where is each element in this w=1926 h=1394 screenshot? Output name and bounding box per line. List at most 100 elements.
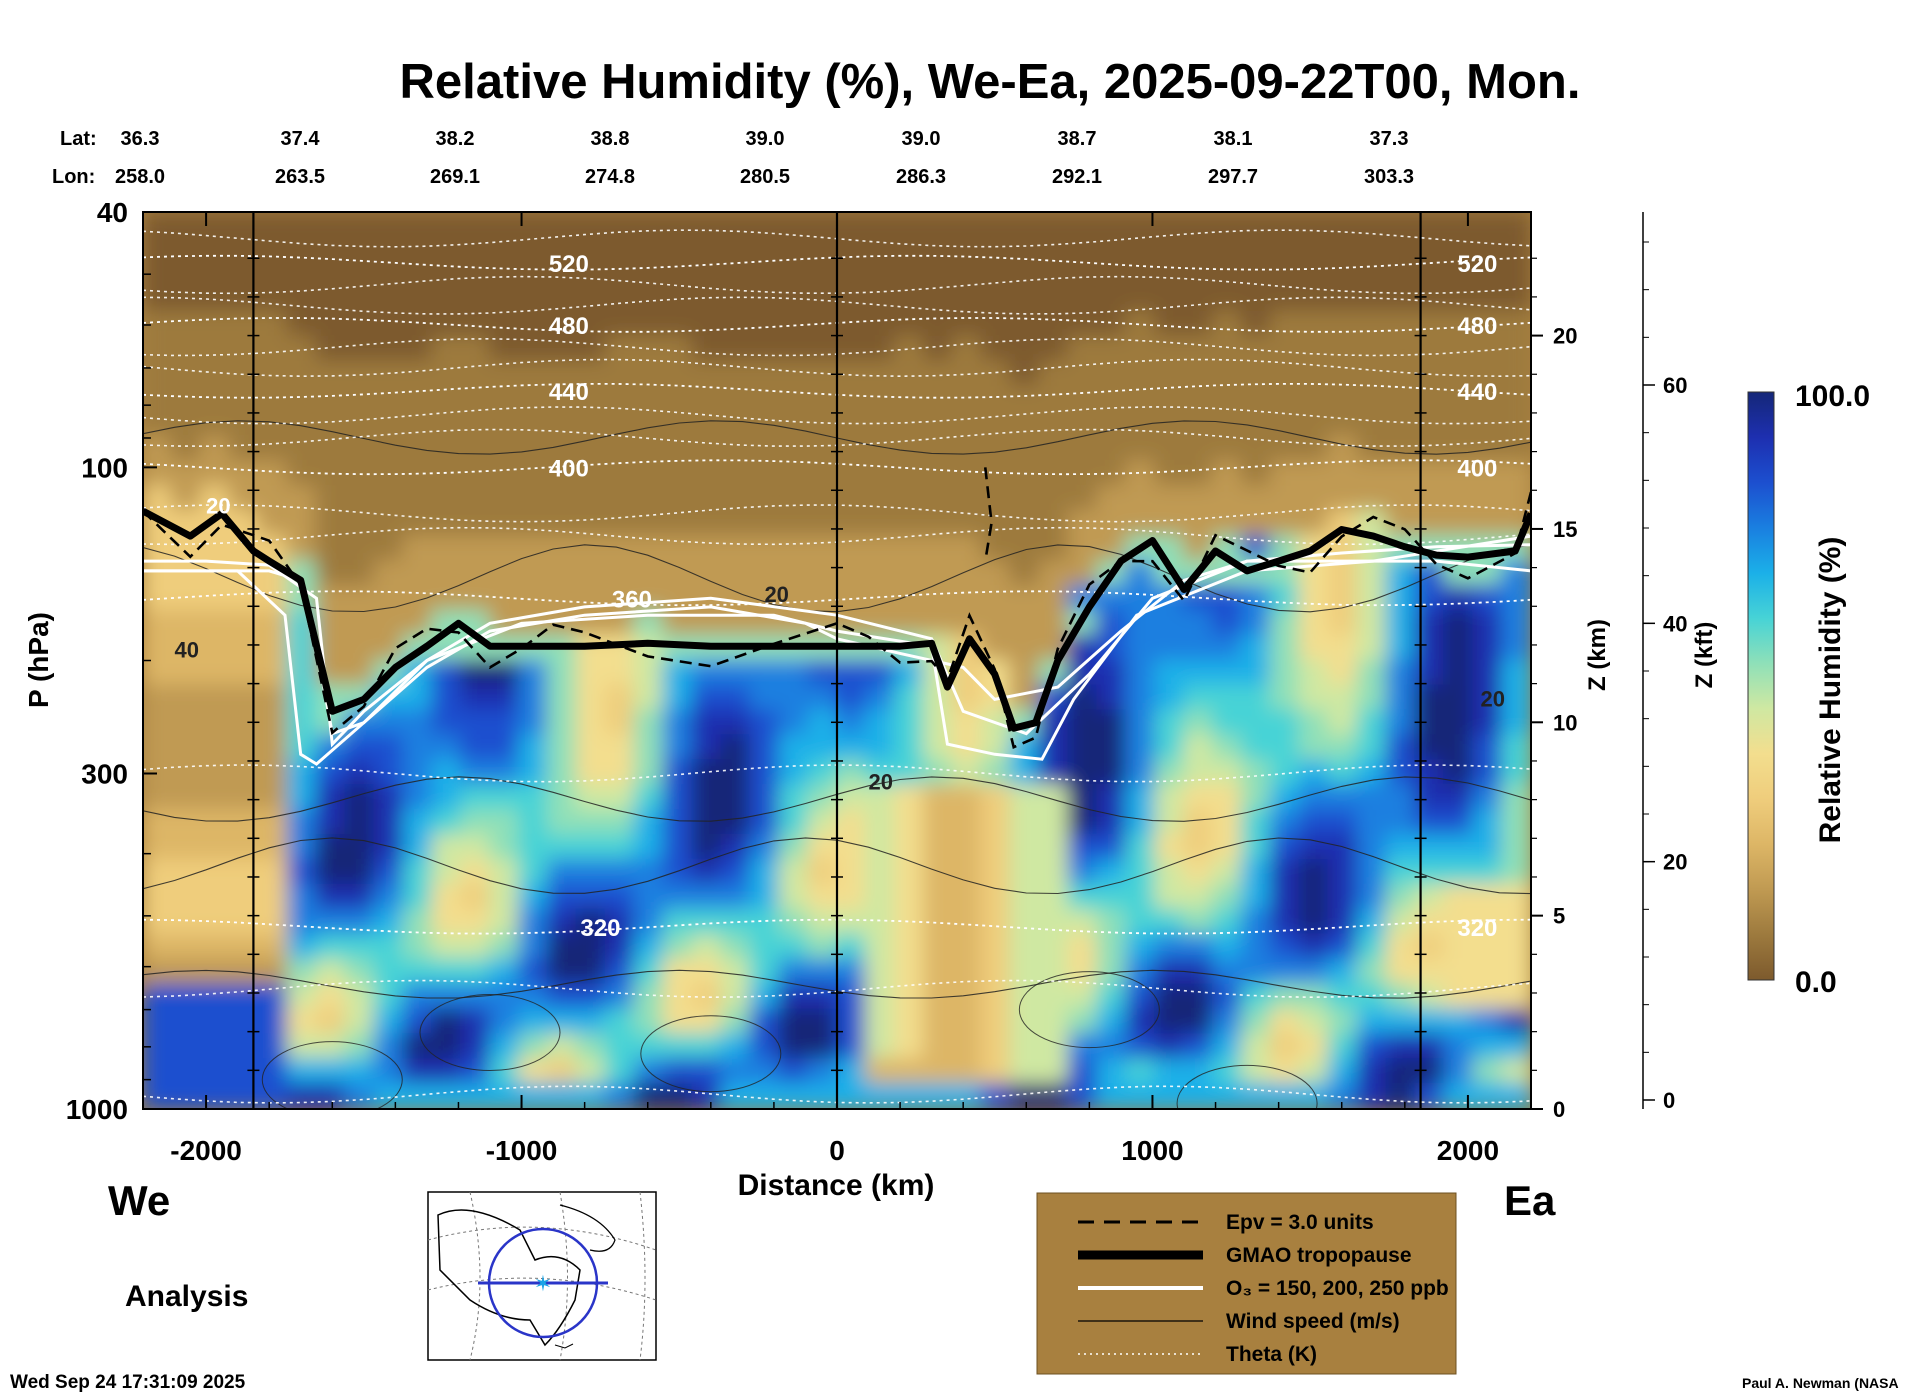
heatmap-cell xyxy=(1096,784,1128,811)
heatmap-cell xyxy=(1356,659,1388,687)
heatmap-cell xyxy=(517,260,549,288)
heatmap-cell xyxy=(1183,983,1214,1011)
heatmap-cell xyxy=(1240,784,1272,811)
heatmap-cell xyxy=(1443,360,1475,388)
heatmap-cell xyxy=(228,1058,260,1086)
heatmap-cell xyxy=(1269,1033,1301,1061)
heatmap-cell xyxy=(489,734,520,762)
heatmap-cell xyxy=(1240,634,1272,662)
heatmap-cell xyxy=(373,1008,405,1036)
heatmap-cell xyxy=(1327,634,1359,662)
heatmap-cell xyxy=(344,634,376,662)
heatmap-cell xyxy=(228,784,260,811)
heatmap-cell xyxy=(257,360,289,388)
heatmap-cell xyxy=(922,933,954,961)
heatmap-cell xyxy=(1356,809,1388,836)
heatmap-cell xyxy=(344,485,376,512)
wind-label: 40 xyxy=(175,638,199,663)
heatmap-cell xyxy=(1501,734,1531,762)
heatmap-cell xyxy=(778,360,810,388)
heatmap-cell xyxy=(1067,260,1099,288)
heatmap-cell xyxy=(604,335,636,363)
heatmap-cell xyxy=(1298,933,1330,961)
heatmap-cell xyxy=(951,460,983,488)
heatmap-cell xyxy=(893,933,925,961)
heatmap-cell xyxy=(257,933,289,961)
heatmap-cell xyxy=(199,559,231,587)
heatmap-cell xyxy=(836,559,867,587)
heatmap-cell xyxy=(1443,634,1475,662)
heatmap-cell xyxy=(1211,958,1243,986)
heatmap-cell xyxy=(1472,784,1504,811)
heatmap-cell xyxy=(633,833,665,861)
heatmap-cell xyxy=(604,784,636,811)
heatmap-cell xyxy=(373,983,405,1011)
heatmap-cell xyxy=(431,510,463,537)
heatmap-cell xyxy=(893,883,925,911)
heatmap-cell xyxy=(951,1008,983,1036)
heatmap-cell xyxy=(749,784,781,811)
heatmap-cell xyxy=(1298,809,1330,836)
heatmap-cell xyxy=(1183,908,1214,936)
heatmap-cell xyxy=(402,609,434,637)
heatmap-cell xyxy=(951,858,983,886)
heatmap-cell xyxy=(344,734,376,762)
heatmap-cell xyxy=(922,609,954,637)
ozone-line xyxy=(143,534,1531,766)
heatmap-cell xyxy=(980,534,1012,562)
heatmap-cell xyxy=(749,709,781,737)
heatmap-cell xyxy=(951,310,983,338)
heatmap-cell xyxy=(344,310,376,338)
heatmap-cell xyxy=(1443,435,1475,463)
heatmap-cell xyxy=(1501,958,1531,986)
heatmap-cell xyxy=(286,784,318,811)
heatmap-cell xyxy=(807,908,838,936)
heatmap-cell xyxy=(662,759,694,787)
heatmap-cell xyxy=(604,410,636,438)
heatmap-cell xyxy=(778,883,810,911)
heatmap-cell xyxy=(1472,360,1504,388)
heatmap-cell xyxy=(228,983,260,1011)
heatmap-cell xyxy=(257,584,289,612)
heatmap-cell xyxy=(1067,809,1099,836)
wind-line xyxy=(419,994,561,1072)
heatmap-cell xyxy=(778,260,810,288)
heatmap-cell xyxy=(143,360,173,388)
heatmap-cell xyxy=(720,933,752,961)
heatmap-cell xyxy=(431,1008,463,1036)
heatmap-cell xyxy=(344,235,376,263)
heatmap-cell xyxy=(893,784,925,811)
heatmap-cell xyxy=(1327,1058,1359,1086)
heatmap-cell xyxy=(1067,933,1099,961)
heatmap-cell xyxy=(1356,609,1388,637)
heatmap-cell xyxy=(402,833,434,861)
heatmap-cell xyxy=(228,659,260,687)
heatmap-cell xyxy=(1125,659,1157,687)
heatmap-cell xyxy=(951,385,983,413)
heatmap-cell xyxy=(546,759,578,787)
heatmap-cell xyxy=(1067,235,1099,263)
heatmap-cell xyxy=(257,485,289,512)
heatmap-cell xyxy=(1154,858,1185,886)
heatmap-cell xyxy=(1096,833,1128,861)
heatmap-cell xyxy=(662,784,694,811)
heatmap-cell xyxy=(1154,684,1185,712)
heatmap-cell xyxy=(864,212,896,238)
heatmap-cell xyxy=(1414,385,1446,413)
heatmap-cell xyxy=(864,559,896,587)
heatmap-cell xyxy=(1385,634,1417,662)
heatmap-cell xyxy=(1096,410,1128,438)
heatmap-cell xyxy=(1038,559,1070,587)
heatmap-cell xyxy=(315,1083,347,1109)
heatmap-cell xyxy=(893,559,925,587)
heatmap-cell xyxy=(1038,609,1070,637)
lon-value: 303.3 xyxy=(1364,166,1414,188)
heatmap-cell xyxy=(143,883,173,911)
heatmap-cell xyxy=(286,759,318,787)
heatmap-cell xyxy=(1356,260,1388,288)
wind-label: 20 xyxy=(206,493,230,518)
heatmap-cell xyxy=(633,1083,665,1109)
theta-label: 480 xyxy=(1457,313,1497,340)
heatmap-cell xyxy=(633,534,665,562)
heatmap-cell xyxy=(893,510,925,537)
